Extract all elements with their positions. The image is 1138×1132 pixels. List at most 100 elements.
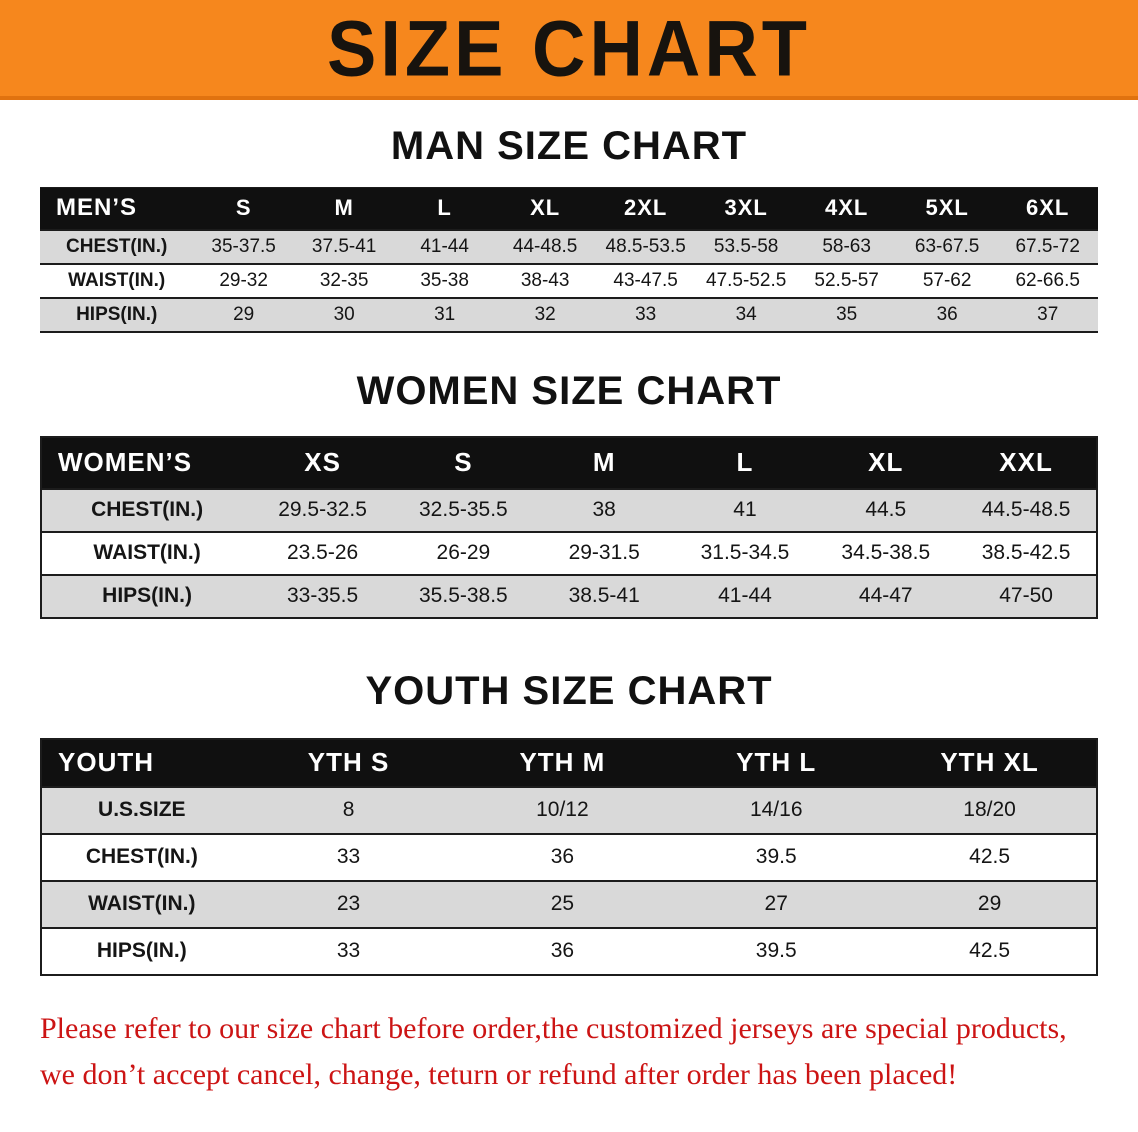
table-cell: 47-50 — [999, 584, 1053, 607]
table-cell: 29 — [977, 892, 1002, 915]
table-cell: 58-63 — [822, 235, 871, 257]
row-label: HIPS(IN.) — [76, 303, 158, 325]
men-size-section: MAN SIZE CHART MEN’S S M L XL 2XL 3XL 4XL 5XL 6XL… — [0, 124, 1138, 333]
table-row: CHEST(IN.) 35-37.5 37.5-41 41-44 44-48.5 48.5… — [40, 229, 1098, 264]
men-size-table: MEN’S S M L XL 2XL 3XL 4XL 5XL 6XL CHEST(IN.) 35-37… — [40, 187, 1098, 333]
table-row: WAIST(IN.) 23 25 27 29 — [41, 880, 1097, 928]
table-cell: 27 — [764, 892, 788, 915]
size-column-header: YTH M — [455, 738, 670, 787]
table-cell: 38.5-41 — [568, 584, 640, 607]
youth-size-section: YOUTH SIZE CHART YOUTH YTH S YTH M YTH L YTH… — [0, 669, 1138, 976]
disclaimer-line-1: Please refer to our size chart before or… — [40, 1011, 1067, 1045]
table-row: CHEST(IN.) 29.5-32.5 32.5-35.5 38 41 44.5 44.5… — [41, 488, 1097, 532]
table-row: U.S.SIZE 8 10/12 14/16 18/20 — [41, 786, 1097, 834]
table-cell: 38 — [592, 498, 616, 521]
size-column-header: 3XL — [695, 187, 797, 230]
table-cell: 36 — [936, 303, 958, 325]
size-column-header: 4XL — [796, 187, 897, 230]
table-header-row: WOMEN’S XS S M L XL XXL — [41, 436, 1097, 489]
table-cell: 33-35.5 — [286, 584, 359, 607]
table-cell: 34.5-38.5 — [841, 541, 931, 564]
table-header-row: MEN’S S M L XL 2XL 3XL 4XL 5XL 6XL — [40, 187, 1098, 230]
table-cell: 14/16 — [749, 798, 803, 821]
table-cell: 63-67.5 — [914, 235, 980, 257]
size-column-header: L — [394, 187, 495, 230]
table-cell: 38-43 — [520, 269, 570, 291]
table-cell: 31 — [434, 303, 456, 325]
table-cell: 39.5 — [755, 939, 797, 962]
size-column-header: M — [533, 436, 675, 489]
table-cell: 25 — [550, 892, 575, 915]
row-label: WAIST(IN.) — [88, 892, 196, 915]
table-cell: 33 — [336, 939, 361, 962]
table-cell: 29 — [233, 303, 255, 325]
women-size-table: WOMEN’S XS S M L XL XXL CHEST(IN.) 29.5-32.5 32.5… — [40, 435, 1098, 619]
women-size-section: WOMEN SIZE CHART WOMEN’S XS S M L XL XXL CHEST(… — [0, 369, 1138, 619]
table-cell: 53.5-58 — [713, 235, 779, 257]
table-cell: 43-47.5 — [613, 269, 678, 291]
table-cell: 23.5-26 — [286, 541, 359, 564]
women-section-title: WOMEN SIZE CHART — [356, 368, 782, 413]
table-cell: 18/20 — [963, 798, 1016, 821]
table-corner-label: YOUTH — [41, 738, 242, 787]
table-cell: 35.5-38.5 — [419, 584, 508, 607]
table-cell: 35-38 — [420, 269, 469, 291]
table-cell: 47.5-52.5 — [706, 269, 787, 291]
table-cell: 52.5-57 — [814, 269, 879, 291]
disclaimer-line-2: we don’t accept cancel, change, teturn o… — [40, 1058, 958, 1091]
size-column-header: S — [392, 436, 534, 489]
table-cell: 48.5-53.5 — [605, 235, 686, 257]
table-cell: 32 — [534, 303, 556, 325]
table-row: HIPS(IN.) 29 30 31 32 33 34 35 36 37 — [40, 297, 1098, 332]
table-row: WAIST(IN.) 29-32 32-35 35-38 38-43 43-47.5 47.… — [40, 263, 1098, 298]
youth-section-title: YOUTH SIZE CHART — [365, 668, 773, 713]
row-label: U.S.SIZE — [98, 798, 186, 821]
table-cell: 41 — [733, 498, 757, 521]
row-label: WAIST(IN.) — [68, 269, 166, 291]
size-column-header: L — [674, 436, 816, 489]
table-cell: 32-35 — [319, 269, 369, 291]
table-cell: 34 — [735, 303, 757, 325]
table-cell: 67.5-72 — [1015, 235, 1080, 257]
table-cell: 33 — [635, 303, 657, 325]
row-label: CHEST(IN.) — [85, 845, 198, 868]
size-column-header: YTH XL — [883, 738, 1097, 787]
size-chart-page: SIZE CHART MAN SIZE CHART MEN’S S M L XL 2XL 3… — [0, 0, 1138, 1099]
footer-disclaimer: Please refer to our size chart before or… — [40, 1006, 1100, 1099]
table-cell: 39.5 — [755, 845, 797, 868]
size-column-header: XXL — [956, 436, 1097, 489]
men-section-title: MAN SIZE CHART — [390, 124, 748, 168]
table-cell: 10/12 — [536, 798, 589, 821]
table-corner-label: MEN’S — [40, 187, 194, 230]
table-cell: 29.5-32.5 — [278, 498, 367, 521]
table-row: HIPS(IN.) 33-35.5 35.5-38.5 38.5-41 41-44 44-… — [41, 574, 1097, 618]
table-cell: 31.5-34.5 — [700, 541, 790, 564]
table-cell: 38.5-42.5 — [981, 541, 1071, 564]
size-column-header: XL — [815, 436, 957, 489]
table-cell: 42.5 — [969, 845, 1011, 868]
table-cell: 32.5-35.5 — [419, 498, 508, 521]
table-cell: 8 — [342, 798, 355, 821]
banner: SIZE CHART — [0, 0, 1138, 100]
table-cell: 35 — [836, 303, 858, 325]
table-corner-label: WOMEN’S — [41, 436, 253, 489]
table-cell: 41-44 — [420, 235, 469, 257]
size-column-header: XS — [252, 436, 393, 489]
table-row: CHEST(IN.) 33 36 39.5 42.5 — [41, 833, 1097, 881]
row-label: CHEST(IN.) — [66, 235, 168, 257]
table-cell: 35-37.5 — [211, 235, 276, 257]
size-column-header: XL — [494, 187, 596, 230]
size-column-header: YTH L — [669, 738, 884, 787]
table-cell: 29-32 — [219, 269, 268, 291]
table-cell: 44-47 — [858, 584, 913, 607]
table-cell: 33 — [336, 845, 361, 868]
row-label: WAIST(IN.) — [93, 541, 201, 564]
table-row: WAIST(IN.) 23.5-26 26-29 29-31.5 31.5-34.5 34… — [41, 531, 1097, 575]
row-label: HIPS(IN.) — [96, 939, 187, 962]
size-column-header: 2XL — [595, 187, 696, 230]
table-cell: 26-29 — [436, 541, 491, 564]
size-column-header: YTH S — [241, 738, 456, 787]
table-cell: 37.5-41 — [311, 235, 377, 257]
size-column-header: 6XL — [997, 187, 1098, 230]
table-cell: 42.5 — [969, 939, 1011, 962]
